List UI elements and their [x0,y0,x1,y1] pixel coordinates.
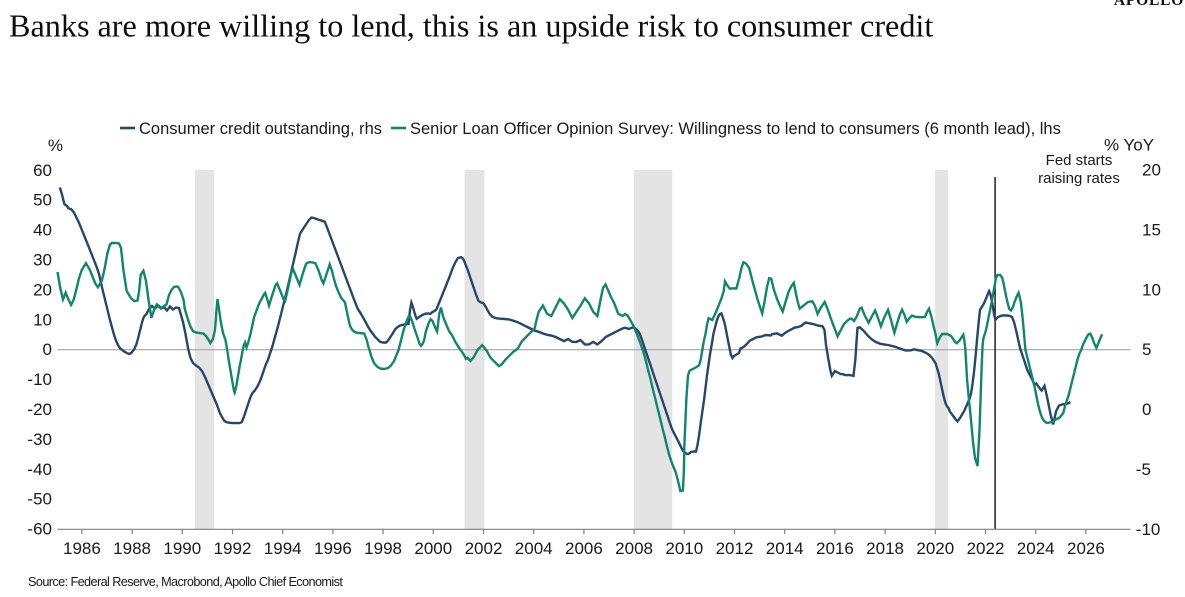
svg-text:2010: 2010 [665,539,703,558]
svg-text:2006: 2006 [565,539,603,558]
svg-text:20: 20 [1142,161,1161,180]
svg-text:2020: 2020 [916,539,954,558]
svg-text:1998: 1998 [364,539,402,558]
svg-text:0: 0 [1142,400,1151,419]
svg-text:0: 0 [43,340,52,359]
svg-text:2024: 2024 [1017,539,1055,558]
svg-text:-10: -10 [27,370,52,389]
svg-text:1994: 1994 [264,539,302,558]
svg-text:2022: 2022 [967,539,1005,558]
svg-text:Source: Federal Reserve, Macro: Source: Federal Reserve, Macrobond, Apol… [28,575,343,589]
svg-text:-60: -60 [27,520,52,539]
svg-text:raising rates: raising rates [1038,170,1120,187]
svg-text:50: 50 [33,191,52,210]
svg-text:1990: 1990 [163,539,201,558]
svg-text:-5: -5 [1136,460,1151,479]
svg-text:1992: 1992 [214,539,252,558]
svg-text:40: 40 [33,221,52,240]
svg-text:15: 15 [1142,221,1161,240]
svg-text:Consumer credit outstanding, r: Consumer credit outstanding, rhs [139,120,382,138]
svg-text:1996: 1996 [314,539,352,558]
svg-text:2004: 2004 [515,539,553,558]
svg-text:-40: -40 [27,460,52,479]
svg-text:APOLLO: APOLLO [1114,0,1184,9]
svg-text:2026: 2026 [1067,539,1105,558]
svg-text:10: 10 [33,310,52,329]
svg-text:1988: 1988 [113,539,151,558]
svg-text:-20: -20 [27,400,52,419]
svg-text:2014: 2014 [766,539,804,558]
svg-text:-50: -50 [27,490,52,509]
svg-text:20: 20 [33,280,52,299]
svg-text:60: 60 [33,161,52,180]
svg-text:1986: 1986 [63,539,101,558]
svg-text:-10: -10 [1136,520,1161,539]
svg-text:2008: 2008 [615,539,653,558]
svg-text:2016: 2016 [816,539,854,558]
svg-text:2000: 2000 [414,539,452,558]
svg-text:Fed starts: Fed starts [1046,152,1113,169]
svg-text:%: % [48,136,63,155]
svg-text:2018: 2018 [866,539,904,558]
svg-text:30: 30 [33,251,52,270]
svg-text:Senior Loan Officer Opinion Su: Senior Loan Officer Opinion Survey: Will… [410,120,1061,138]
svg-text:5: 5 [1142,340,1151,359]
svg-text:% YoY: % YoY [1104,136,1154,155]
svg-text:Banks are more willing to lend: Banks are more willing to lend, this is … [9,8,933,44]
svg-text:2002: 2002 [465,539,503,558]
svg-text:10: 10 [1142,280,1161,299]
svg-text:-30: -30 [27,430,52,449]
svg-text:2012: 2012 [716,539,754,558]
